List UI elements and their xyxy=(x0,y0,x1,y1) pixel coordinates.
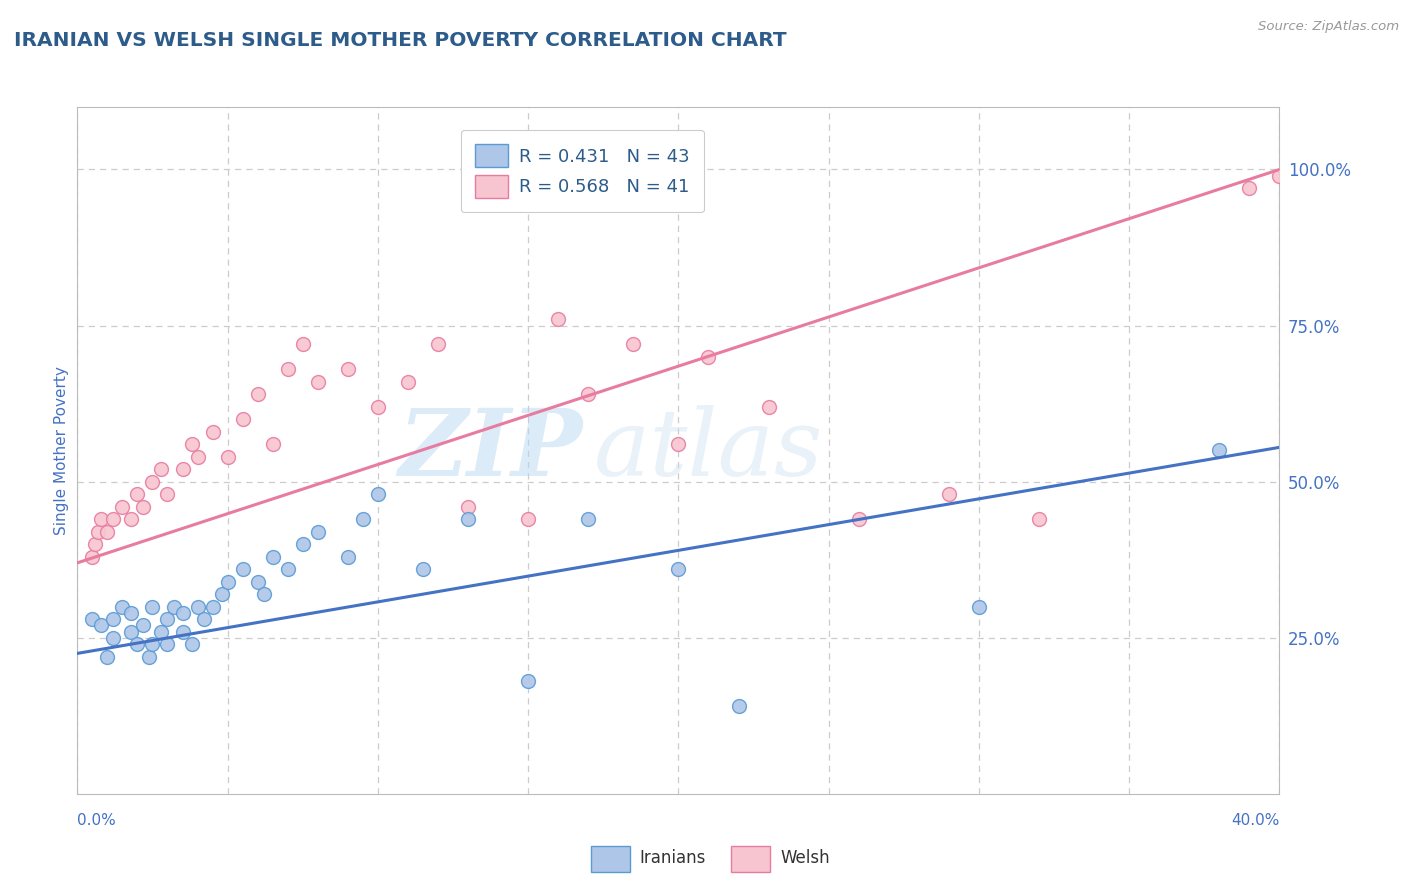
Point xyxy=(103,512,125,526)
Point xyxy=(82,612,104,626)
Point xyxy=(127,487,149,501)
Point xyxy=(150,624,173,639)
Point xyxy=(132,618,155,632)
Text: 0.0%: 0.0% xyxy=(77,814,117,828)
Text: Iranians: Iranians xyxy=(640,849,706,867)
Point xyxy=(103,631,125,645)
Point xyxy=(1268,169,1291,183)
Point xyxy=(547,312,569,326)
Point xyxy=(576,512,599,526)
Point xyxy=(1028,512,1050,526)
Point xyxy=(120,512,142,526)
Point xyxy=(668,437,690,451)
Point xyxy=(90,618,112,632)
Point xyxy=(156,612,179,626)
Point xyxy=(307,524,329,539)
Point xyxy=(193,612,215,626)
Point xyxy=(87,524,110,539)
Point xyxy=(84,537,107,551)
Point xyxy=(187,450,209,464)
Point xyxy=(246,387,269,401)
Point xyxy=(367,400,389,414)
Point xyxy=(180,637,202,651)
Point xyxy=(172,462,194,476)
Point xyxy=(217,450,239,464)
Y-axis label: Single Mother Poverty: Single Mother Poverty xyxy=(53,366,69,535)
Point xyxy=(277,562,299,576)
Text: IRANIAN VS WELSH SINGLE MOTHER POVERTY CORRELATION CHART: IRANIAN VS WELSH SINGLE MOTHER POVERTY C… xyxy=(14,31,787,50)
Point xyxy=(150,462,173,476)
Point xyxy=(103,612,125,626)
Point xyxy=(1239,181,1261,195)
Point xyxy=(367,487,389,501)
Point xyxy=(457,500,479,514)
Point xyxy=(427,337,450,351)
Text: 40.0%: 40.0% xyxy=(1232,814,1279,828)
Point xyxy=(96,649,118,664)
Point xyxy=(576,387,599,401)
Point xyxy=(412,562,434,576)
Point xyxy=(141,599,163,614)
Point xyxy=(172,606,194,620)
Point xyxy=(217,574,239,589)
Point xyxy=(277,362,299,376)
Point xyxy=(336,549,359,564)
FancyBboxPatch shape xyxy=(591,846,630,872)
Point xyxy=(291,337,314,351)
Point xyxy=(132,500,155,514)
Point xyxy=(201,599,224,614)
Point xyxy=(396,375,419,389)
Point xyxy=(90,512,112,526)
Text: ZIP: ZIP xyxy=(398,406,582,495)
Point xyxy=(82,549,104,564)
Point xyxy=(517,674,540,689)
FancyBboxPatch shape xyxy=(731,846,770,872)
Point xyxy=(457,512,479,526)
Point xyxy=(162,599,184,614)
Point xyxy=(211,587,233,601)
Point xyxy=(938,487,960,501)
Point xyxy=(697,350,720,364)
Point xyxy=(127,637,149,651)
Point xyxy=(246,574,269,589)
Point xyxy=(352,512,374,526)
Point xyxy=(967,599,990,614)
Point xyxy=(262,549,284,564)
Point xyxy=(111,599,134,614)
Point xyxy=(253,587,276,601)
Point xyxy=(668,562,690,576)
Point xyxy=(187,599,209,614)
Point xyxy=(156,487,179,501)
Text: atlas: atlas xyxy=(595,406,824,495)
Point xyxy=(111,500,134,514)
Point xyxy=(758,400,780,414)
Point xyxy=(232,412,254,426)
Point xyxy=(120,624,142,639)
Point xyxy=(156,637,179,651)
Point xyxy=(120,606,142,620)
Point xyxy=(621,337,644,351)
Legend: R = 0.431   N = 43, R = 0.568   N = 41: R = 0.431 N = 43, R = 0.568 N = 41 xyxy=(461,130,703,212)
Text: Welsh: Welsh xyxy=(780,849,830,867)
Point xyxy=(232,562,254,576)
Point xyxy=(727,699,749,714)
Point xyxy=(848,512,870,526)
Point xyxy=(262,437,284,451)
Point xyxy=(180,437,202,451)
Point xyxy=(172,624,194,639)
Point xyxy=(1208,443,1230,458)
Point xyxy=(291,537,314,551)
Point xyxy=(336,362,359,376)
Point xyxy=(517,512,540,526)
Text: Source: ZipAtlas.com: Source: ZipAtlas.com xyxy=(1258,20,1399,33)
Point xyxy=(138,649,160,664)
Point xyxy=(96,524,118,539)
Point xyxy=(201,425,224,439)
Point xyxy=(141,637,163,651)
Point xyxy=(141,475,163,489)
Point xyxy=(307,375,329,389)
